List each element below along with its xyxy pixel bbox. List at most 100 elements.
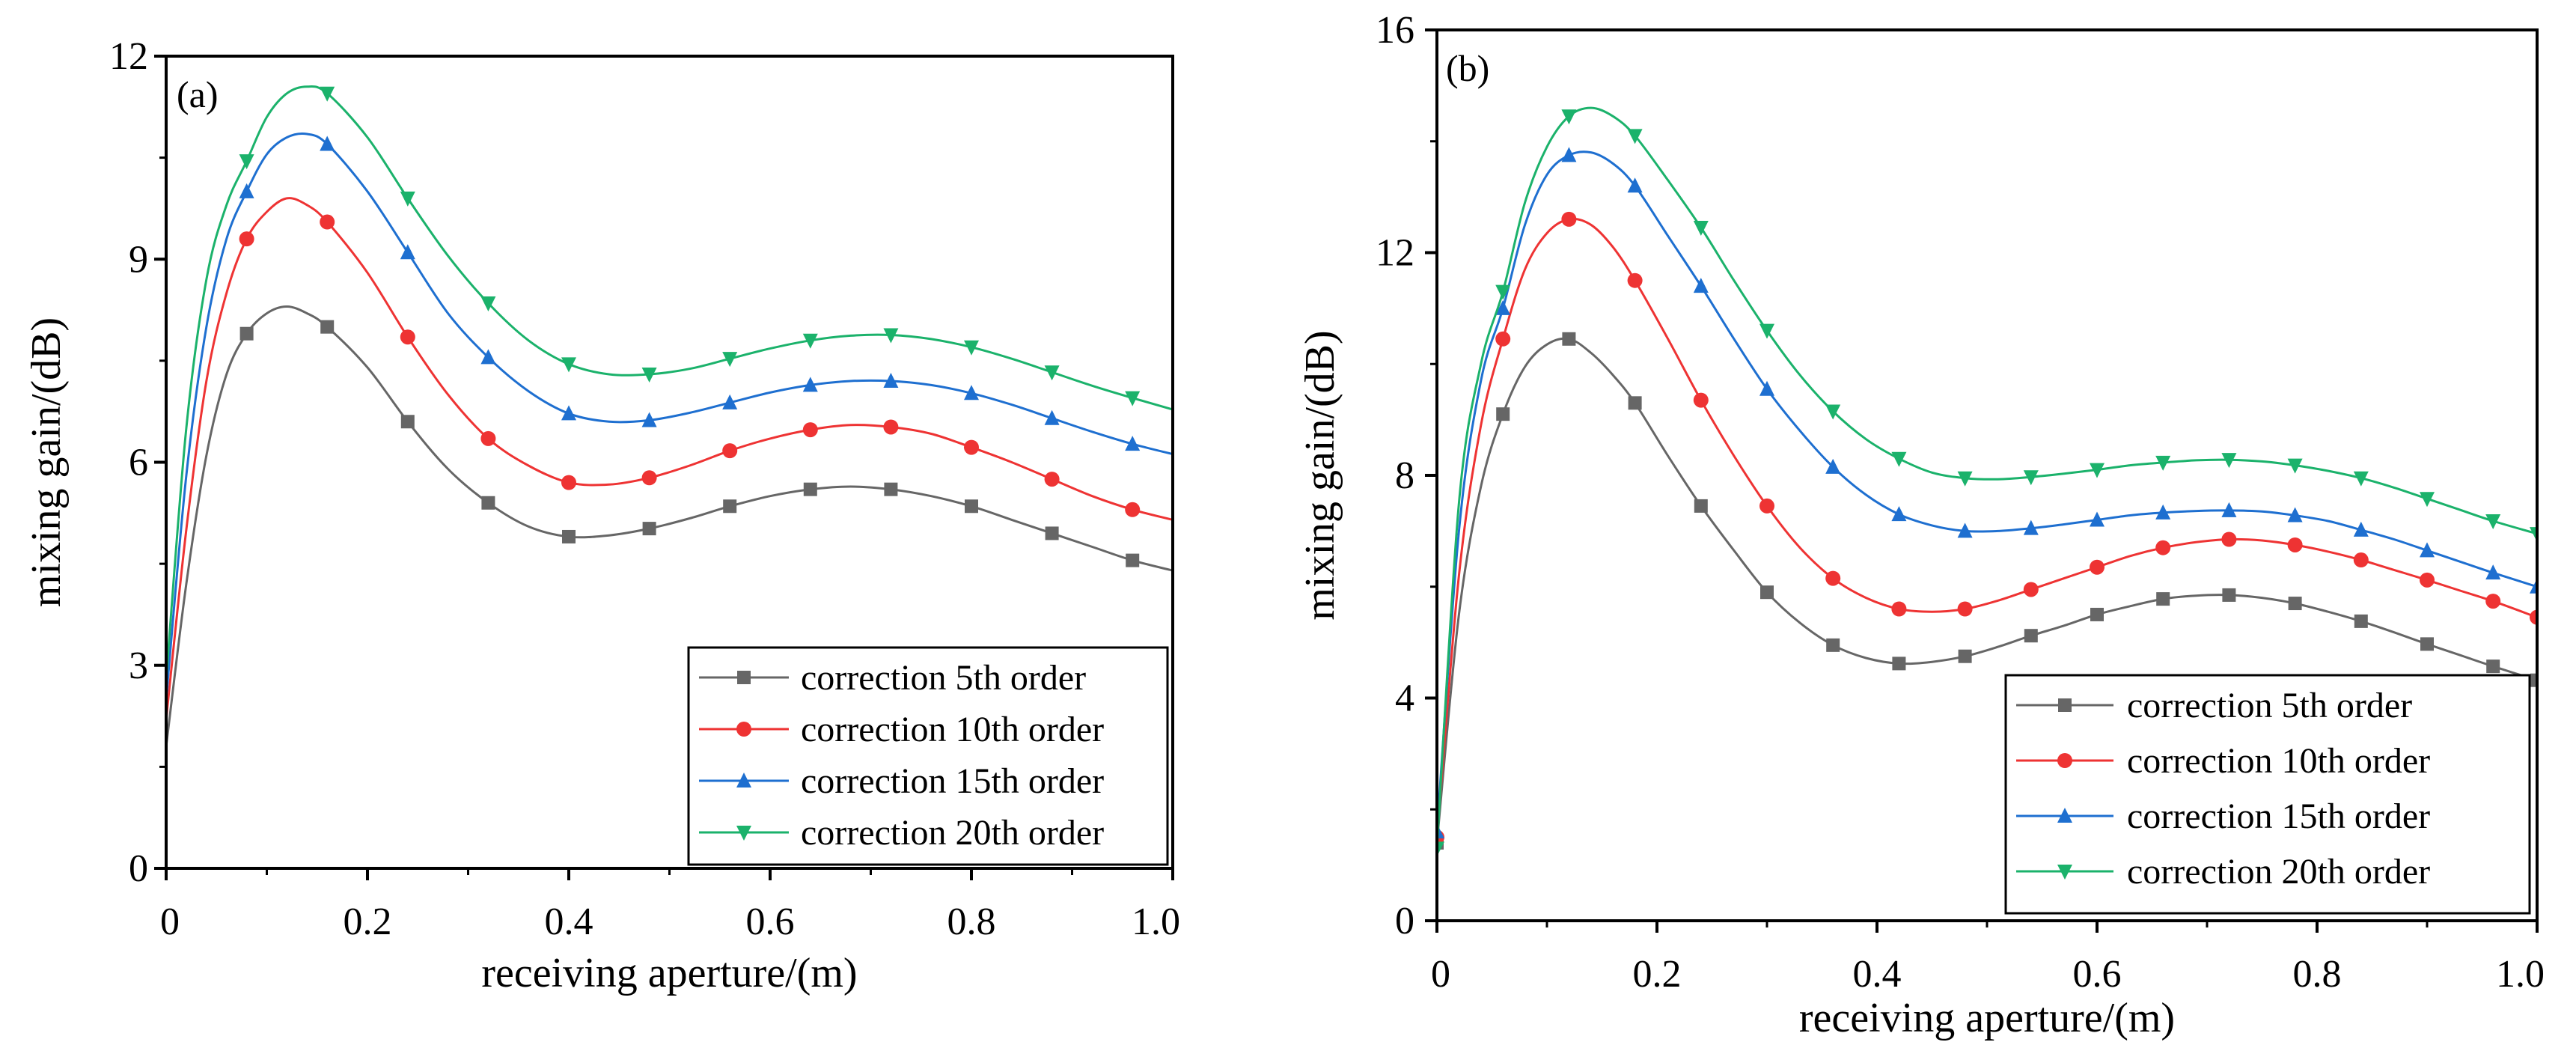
legend-marker-3 [736, 773, 751, 788]
y-tick-label: 0 [1395, 900, 1414, 942]
series-1-point-3 [400, 415, 415, 429]
series-2-point-3 [1561, 211, 1577, 227]
series-1-point-5 [562, 529, 576, 543]
y-tick-label: 6 [129, 442, 148, 484]
series-4-point-5 [561, 357, 576, 373]
series-3-point-1 [239, 183, 254, 198]
legend-box [687, 646, 1169, 866]
y-tick-label: 8 [1395, 454, 1414, 497]
y-tick-label: 0 [129, 847, 148, 890]
series-1-point-17 [2486, 659, 2500, 674]
series-3-point-3 [400, 244, 415, 260]
y-tick-label: 4 [1395, 677, 1414, 720]
series-3-point-8 [1891, 506, 1907, 522]
series-1-point-9 [1958, 649, 1972, 663]
legend-label-1: correction 5th order [801, 658, 1086, 698]
series-1-point-2 [1496, 407, 1510, 421]
series-1-point-10 [2024, 629, 2038, 643]
series-2-point-17 [2485, 594, 2501, 609]
legend: correction 5th order correction 10th orde… [2004, 674, 2531, 915]
series-1-point-4 [1628, 396, 1642, 410]
legend-label-4: correction 20th order [801, 813, 1104, 853]
series-2-point-10 [2023, 582, 2039, 597]
legend-marker-4 [736, 826, 751, 841]
series-4-point-16 [2420, 492, 2435, 508]
series-4-point-8 [802, 333, 818, 349]
series-2-point-8 [802, 422, 818, 438]
series-2-point-15 [2353, 552, 2369, 568]
chart-panel-a: 0 0.2 0.4 0.6 0.8 1.0 0 3 6 9 12 receiving aperture… [23, 35, 1180, 996]
series-2-point-2 [320, 214, 335, 230]
series-3-point-3 [1561, 147, 1577, 162]
series-3-point-2 [1495, 299, 1511, 315]
series-1-point-7 [723, 499, 737, 514]
y-axis-label: mixing gain/(dB) [1297, 330, 1343, 620]
series-3-point-4 [480, 349, 496, 365]
series-4-point-6 [1759, 323, 1774, 339]
series-2-point-4 [1627, 272, 1643, 288]
series-3-point-9 [1957, 523, 1973, 538]
series-4-point-2 [320, 86, 335, 102]
series-4-point-18 [2530, 527, 2537, 543]
series-3-point-13 [2221, 502, 2237, 517]
y-tick-label: 12 [1376, 232, 1414, 275]
series-4-point-3 [400, 191, 415, 207]
series-line-4 [1437, 106, 2537, 849]
series-line-4 [166, 85, 1173, 679]
series-1-point-11 [2090, 607, 2104, 621]
series-1-point-7 [1826, 638, 1840, 652]
series-1-point-8 [803, 482, 817, 496]
series-4-point-4 [1627, 129, 1643, 144]
series-4-point-9 [883, 328, 899, 344]
series-3-point-5 [1693, 278, 1709, 293]
series-3-point-10 [2023, 520, 2039, 535]
series-3-point-12 [1125, 436, 1141, 451]
series-3-point-18 [2530, 578, 2537, 594]
series-3-point-11 [2090, 511, 2105, 527]
legend-label-2: correction 10th order [801, 710, 1104, 749]
series-4-point-4 [480, 296, 496, 312]
series-4-point-15 [2353, 471, 2369, 487]
series-3-point-17 [2485, 564, 2501, 580]
legend-label-3: correction 15th order [2127, 796, 2430, 836]
x-axis-label: receiving aperture/(m) [1799, 995, 2175, 1041]
x-tick-label: 0.4 [545, 901, 593, 943]
series-3-point-9 [883, 373, 899, 388]
x-tick-label: 0.8 [947, 901, 996, 943]
series-3-point-6 [1759, 380, 1774, 396]
series-2-point-7 [722, 443, 738, 459]
panel-label: (a) [177, 73, 219, 115]
series-line-2 [1437, 217, 2537, 838]
series-4-point-1 [239, 154, 254, 170]
legend-box [2004, 674, 2531, 915]
legend-marker-2 [736, 722, 751, 737]
series-1-point-15 [2354, 614, 2368, 628]
y-tick-label: 16 [1376, 9, 1414, 52]
series-1-point-14 [2288, 597, 2302, 611]
series-3-point-7 [722, 394, 738, 409]
series-1-point-10 [965, 499, 978, 514]
series-4-point-5 [1693, 221, 1709, 237]
series-1-point-9 [884, 482, 898, 496]
series-2-point-10 [964, 439, 979, 455]
series-2-point-2 [1495, 331, 1511, 347]
x-tick-label: 0.8 [2293, 953, 2342, 996]
x-tick-label: 1.0 [1132, 901, 1180, 943]
series-1-point-6 [1760, 585, 1774, 600]
series-2-point-14 [2287, 537, 2303, 552]
series-line-3 [166, 132, 1173, 700]
series-3-point-11 [1044, 409, 1060, 425]
series-3-point-5 [561, 405, 576, 421]
x-tick-label: 0 [160, 901, 180, 943]
series-3-point-10 [964, 385, 979, 400]
series-1-point-4 [481, 496, 495, 510]
series-4-point-2 [1495, 284, 1511, 300]
x-tick-label: 0.6 [746, 901, 795, 943]
series-1-point-12 [2156, 592, 2170, 606]
series-3-point-6 [641, 412, 657, 427]
series-3-point-2 [320, 135, 335, 151]
series-4-point-11 [1044, 365, 1060, 381]
x-tick-label: 0.2 [344, 901, 392, 943]
series-2-point-12 [1125, 502, 1141, 517]
series-2-point-8 [1891, 601, 1907, 617]
